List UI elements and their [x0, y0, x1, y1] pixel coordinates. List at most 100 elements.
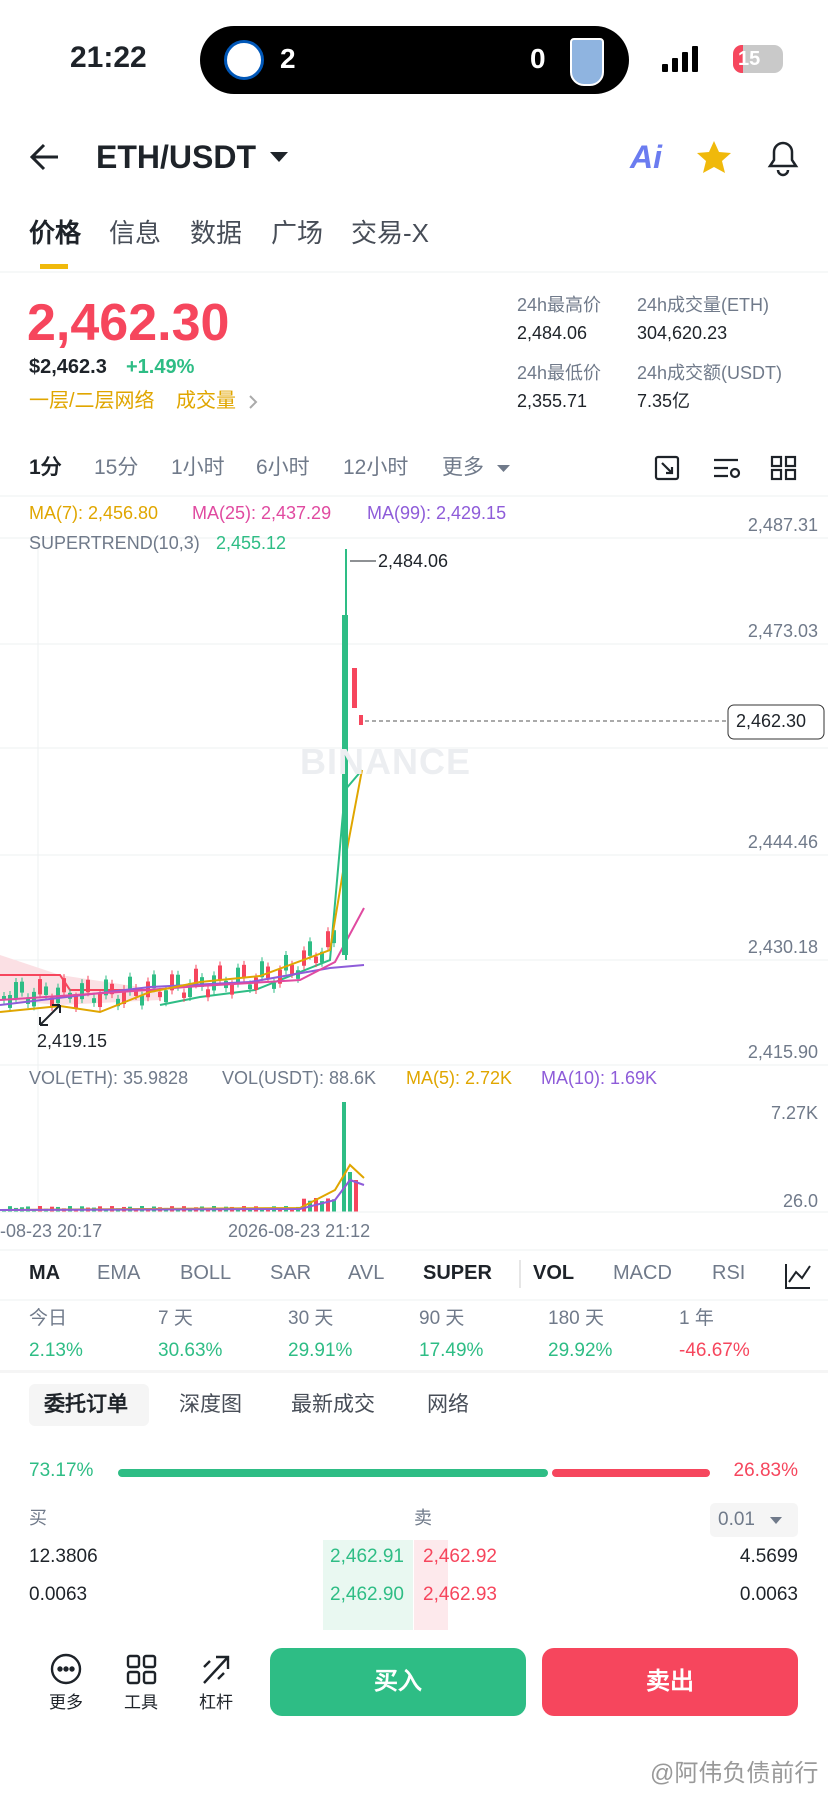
period: 7 天 [158, 1308, 193, 1329]
bid-qty: 12.3806 [29, 1546, 98, 1567]
candle [50, 997, 54, 1007]
interval[interactable]: 6小时 [256, 456, 310, 479]
tab[interactable]: 价格 [29, 218, 82, 248]
period-change: 30.63% [158, 1340, 223, 1361]
grid [0, 537, 828, 1212]
candle [14, 982, 18, 998]
candle [98, 993, 102, 1008]
period-change: -46.67% [679, 1340, 750, 1361]
bell[interactable] [767, 141, 799, 177]
precision-box[interactable] [710, 1503, 798, 1537]
usd-price: $2,462.3 [29, 356, 107, 378]
vol-ma10 [0, 1178, 365, 1211]
sell-label[interactable]: 卖出 [646, 1668, 694, 1695]
candle [104, 979, 108, 996]
vol-tick-label: 26.0 [782, 1191, 818, 1211]
stat-label: 24h最低价 [517, 363, 602, 383]
candle [326, 931, 330, 948]
pair[interactable]: ETH/USDT [96, 139, 256, 175]
interval[interactable]: 15分 [94, 456, 139, 479]
indicator[interactable]: SUPER [423, 1262, 492, 1284]
ask-price: 2,462.93 [423, 1584, 497, 1605]
signal [662, 46, 698, 72]
sell-button[interactable] [542, 1648, 798, 1716]
indicator[interactable]: RSI [712, 1262, 746, 1284]
tab[interactable]: 广场 [271, 218, 324, 248]
candle [320, 951, 324, 963]
stat-label: 24h最高价 [517, 295, 602, 315]
period: 1 年 [679, 1308, 714, 1329]
watermark: BINANCE [300, 741, 472, 782]
tag[interactable]: 一层/二层网络 [29, 390, 155, 412]
footer-watermark: @阿伟负债前行 [650, 1760, 819, 1787]
candle [218, 965, 222, 981]
tool-icons[interactable] [50, 1653, 230, 1685]
candle [116, 998, 120, 1007]
candle [74, 996, 78, 1008]
candle [38, 979, 42, 995]
away-score: 0 [530, 43, 546, 74]
tool-label[interactable]: 工具 [124, 1693, 158, 1712]
candle [26, 997, 30, 1004]
candle [182, 992, 186, 998]
indicator[interactable]: EMA [97, 1262, 141, 1284]
expand-icon[interactable] [39, 1004, 61, 1026]
more-dropdown[interactable] [497, 465, 510, 472]
tab[interactable]: 交易-X [351, 218, 430, 248]
buy-label[interactable]: 买入 [374, 1668, 422, 1695]
indicator[interactable]: SAR [270, 1262, 312, 1284]
candle [32, 991, 36, 1007]
indicator[interactable]: BOLL [180, 1262, 232, 1284]
period: 今日 [29, 1308, 68, 1329]
period-change: 29.92% [548, 1340, 613, 1361]
indicator[interactable]: VOL [533, 1262, 575, 1284]
stat-label: 24h成交额(USDT) [637, 363, 783, 383]
sell-ratio: 26.83% [733, 1460, 798, 1481]
favorite-star[interactable] [697, 141, 731, 173]
period-change: 2.13% [29, 1340, 83, 1361]
away-logo [570, 38, 604, 86]
tool-label[interactable]: 杠杆 [199, 1693, 233, 1712]
interval[interactable]: 1小时 [171, 456, 225, 479]
volume-bar [104, 1209, 108, 1212]
back-arrow[interactable] [29, 143, 58, 171]
indicator[interactable]: AVL [348, 1262, 385, 1284]
period: 30 天 [288, 1308, 334, 1329]
interval[interactable]: 1分 [29, 456, 62, 479]
spike-candle [352, 668, 357, 708]
low-label: 2,419.15 [37, 1031, 108, 1051]
candle [122, 989, 126, 1004]
last-price: 2,462.30 [27, 294, 230, 352]
volume-bar [332, 1199, 336, 1212]
book-tab[interactable]: 委托订单 [44, 1393, 128, 1416]
volume-bar [342, 1102, 346, 1212]
tab[interactable]: 信息 [109, 218, 162, 248]
ma7-line [0, 769, 363, 1014]
candle [176, 974, 180, 987]
pair-dropdown[interactable] [270, 152, 288, 162]
tag[interactable]: 成交量 [176, 390, 236, 412]
book-tab[interactable]: 深度图 [179, 1393, 242, 1416]
volume-bar [218, 1208, 222, 1212]
indicator-settings[interactable] [785, 1264, 811, 1289]
chart-tools[interactable] [654, 455, 797, 481]
ai-button[interactable]: Ai [630, 139, 662, 175]
y-tick-label: 2,487.31 [747, 515, 818, 535]
book-tab[interactable]: 最新成交 [291, 1393, 375, 1416]
buy-button[interactable] [270, 1648, 526, 1716]
candle [272, 982, 276, 989]
precision[interactable]: 0.01 [718, 1509, 755, 1530]
candle [128, 976, 132, 992]
vol-legend: MA(5): 2.72K [406, 1068, 513, 1088]
indicator[interactable]: MA [29, 1262, 61, 1284]
y-tick-label: 2,415.90 [747, 1042, 818, 1062]
book-tab[interactable]: 网络 [427, 1393, 469, 1416]
ask-depth [414, 1540, 448, 1630]
tab[interactable]: 数据 [190, 218, 243, 248]
indicator[interactable]: MACD [613, 1262, 672, 1284]
interval[interactable]: 更多 [442, 456, 484, 479]
vol-legend: MA(10): 1.69K [541, 1068, 658, 1088]
bid-price: 2,462.91 [330, 1546, 404, 1567]
tool-label[interactable]: 更多 [49, 1693, 83, 1712]
interval[interactable]: 12小时 [343, 456, 409, 479]
